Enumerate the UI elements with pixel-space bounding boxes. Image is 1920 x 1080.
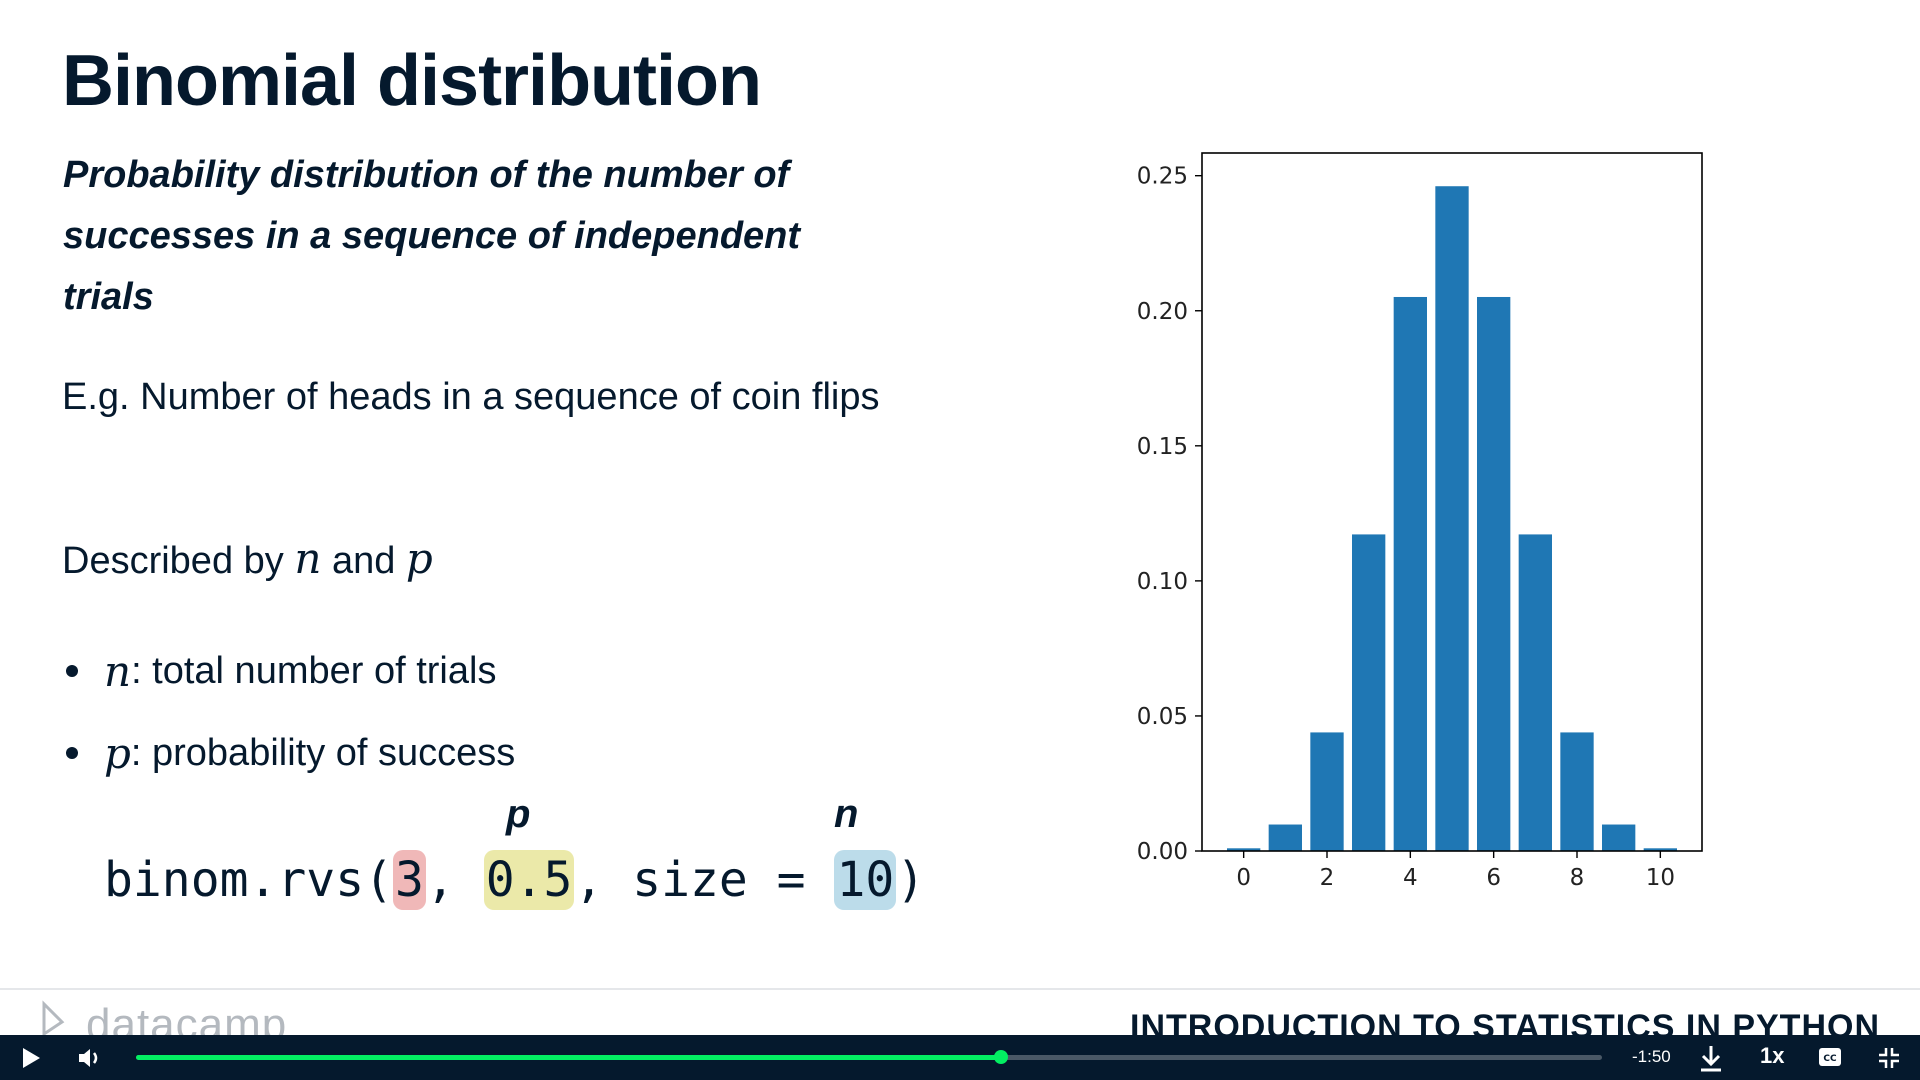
x-tick-label: 10 — [1646, 865, 1675, 891]
described-and: and — [331, 540, 396, 582]
datacamp-logo-icon — [42, 1000, 65, 1037]
parameter-list: n : total number of trials p : probabili… — [66, 630, 515, 794]
chart-bar — [1518, 534, 1552, 851]
y-tick-label: 0.25 — [1137, 164, 1188, 190]
code-prefix: binom.rvs( — [104, 852, 393, 908]
chart-bar — [1602, 824, 1636, 851]
exit-fullscreen-button[interactable] — [1876, 1045, 1902, 1071]
binomial-bar-chart: 0.00 0.05 0.10 0.15 0.20 0.25 0 2 4 6 8 10 — [1137, 152, 1703, 891]
chart-bar — [1560, 732, 1594, 851]
logo-text: datacamp — [86, 1000, 288, 1038]
y-tick-label: 0.20 — [1137, 299, 1188, 325]
y-tick-label: 0.05 — [1137, 704, 1188, 730]
described-prefix: Described by — [62, 540, 284, 582]
play-icon — [23, 1048, 40, 1068]
x-tick-label: 2 — [1320, 865, 1335, 891]
datacamp-logo: datacamp — [40, 1000, 287, 1038]
bullet-text: : total number of trials — [131, 649, 497, 692]
chart-bar — [1268, 824, 1302, 851]
x-tick-label: 4 — [1403, 865, 1418, 891]
x-tick-label: 6 — [1486, 865, 1501, 891]
chart-bar — [1227, 848, 1261, 851]
chart-bar — [1477, 296, 1511, 851]
time-remaining: -1:50 — [1632, 1047, 1671, 1066]
chart-frame — [1201, 152, 1703, 852]
math-n: n — [294, 534, 322, 583]
y-tick-label: 0.00 — [1137, 839, 1188, 865]
bullet-symbol: p — [104, 728, 131, 778]
volume-icon — [79, 1049, 98, 1067]
example-text: E.g. Number of heads in a sequence of co… — [62, 376, 880, 418]
download-icon — [1701, 1046, 1721, 1072]
progress-bar[interactable] — [136, 1050, 1602, 1064]
progress-handle[interactable] — [993, 1050, 1008, 1064]
y-tick-label: 0.15 — [1137, 434, 1188, 460]
code-separator: , — [425, 852, 484, 908]
code-arg-trials: 3 — [392, 850, 426, 910]
math-p: p — [405, 534, 433, 583]
list-item: n : total number of trials — [66, 630, 515, 712]
code-arg-size: 10 — [834, 850, 897, 910]
exit-fullscreen-icon — [1879, 1048, 1899, 1068]
x-tick-label: 8 — [1570, 865, 1585, 891]
code-suffix: ) — [896, 852, 926, 908]
code-label-n: n — [834, 792, 859, 836]
svg-text:CC: CC — [1823, 1054, 1837, 1064]
captions-icon: CC — [1819, 1048, 1841, 1066]
x-tick-label: 0 — [1236, 865, 1251, 891]
captions-button[interactable]: CC — [1818, 1046, 1842, 1068]
chart-bar — [1393, 296, 1427, 851]
code-arg-probability: 0.5 — [483, 850, 575, 910]
video-player-bar: -1:50 1x CC — [0, 1035, 1920, 1080]
y-tick-label: 0.10 — [1137, 569, 1188, 595]
chart-bar — [1310, 732, 1344, 851]
code-separator: , size = — [574, 852, 835, 908]
bullet-icon — [66, 665, 78, 677]
download-button[interactable] — [1696, 1043, 1726, 1073]
play-button[interactable] — [18, 1045, 44, 1071]
chart-bar — [1352, 534, 1386, 851]
chart-bar — [1643, 848, 1677, 851]
list-item: p : probability of success — [66, 712, 515, 794]
described-line: Described by n and p — [62, 528, 433, 592]
chart-bar — [1435, 186, 1469, 852]
footer-divider — [0, 988, 1920, 990]
playback-speed-button[interactable]: 1x — [1760, 1043, 1785, 1068]
bullet-symbol: n — [104, 646, 132, 696]
code-line: binom.rvs(3, 0.5, size = 10) — [104, 850, 926, 910]
bullet-text: : probability of success — [130, 731, 516, 774]
course-title: INTRODUCTION TO STATISTICS IN PYTHON — [1130, 1008, 1880, 1038]
definition-text: Probability distribution of the number o… — [63, 154, 801, 318]
bullet-icon — [66, 747, 78, 759]
progress-fill — [136, 1055, 1001, 1060]
slide-title: Binomial distribution — [62, 41, 762, 121]
code-label-p: p — [506, 792, 531, 836]
volume-button[interactable] — [76, 1045, 106, 1071]
